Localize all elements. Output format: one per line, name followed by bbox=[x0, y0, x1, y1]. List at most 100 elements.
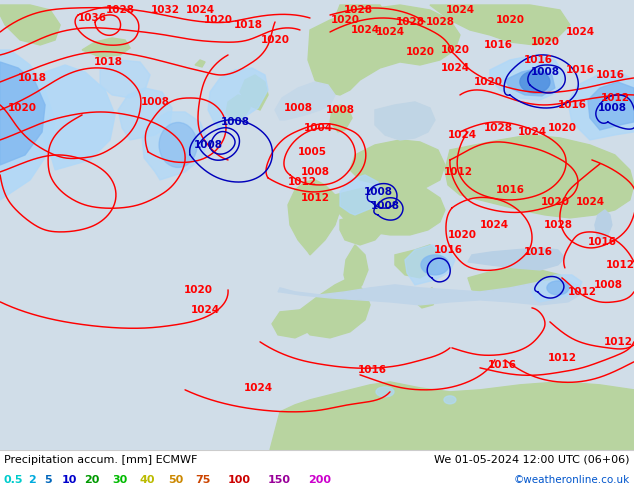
Text: 150: 150 bbox=[268, 475, 291, 485]
Polygon shape bbox=[344, 245, 368, 295]
Polygon shape bbox=[272, 310, 310, 338]
Text: 1020: 1020 bbox=[547, 123, 576, 133]
Text: 1012: 1012 bbox=[567, 287, 597, 297]
Polygon shape bbox=[0, 5, 60, 45]
Text: 1008: 1008 bbox=[301, 167, 330, 177]
Text: 1008: 1008 bbox=[221, 117, 250, 127]
Text: 1008: 1008 bbox=[141, 97, 169, 107]
Polygon shape bbox=[142, 112, 208, 180]
Text: 5: 5 bbox=[44, 475, 51, 485]
Text: 1028: 1028 bbox=[344, 5, 373, 15]
Text: 1032: 1032 bbox=[150, 5, 179, 15]
Text: 1020: 1020 bbox=[406, 47, 434, 57]
Text: 1020: 1020 bbox=[204, 15, 233, 25]
Polygon shape bbox=[468, 268, 568, 302]
Text: 1012: 1012 bbox=[605, 260, 634, 270]
Text: 100: 100 bbox=[228, 475, 251, 485]
Text: 40: 40 bbox=[140, 475, 155, 485]
Polygon shape bbox=[595, 210, 612, 240]
Text: 1020: 1020 bbox=[184, 285, 212, 295]
Polygon shape bbox=[445, 135, 634, 218]
Text: 1020: 1020 bbox=[330, 15, 359, 25]
Polygon shape bbox=[275, 82, 335, 120]
Text: 1024: 1024 bbox=[441, 63, 470, 73]
Text: 1028: 1028 bbox=[543, 220, 573, 230]
Text: 1024: 1024 bbox=[375, 27, 404, 37]
Text: 1008: 1008 bbox=[370, 201, 399, 211]
Polygon shape bbox=[35, 65, 115, 170]
Text: 50: 50 bbox=[168, 475, 183, 485]
Polygon shape bbox=[335, 182, 445, 235]
Text: 1016: 1016 bbox=[488, 360, 517, 370]
Polygon shape bbox=[298, 280, 370, 338]
Text: 1024: 1024 bbox=[243, 383, 273, 393]
Text: 1008: 1008 bbox=[283, 103, 313, 113]
Ellipse shape bbox=[376, 387, 394, 397]
Text: 1028: 1028 bbox=[425, 17, 455, 27]
Polygon shape bbox=[288, 180, 340, 255]
Text: 1012: 1012 bbox=[600, 93, 630, 103]
Text: 1008: 1008 bbox=[531, 67, 559, 77]
Text: 1020: 1020 bbox=[441, 45, 469, 55]
Polygon shape bbox=[208, 68, 268, 130]
Text: 1020: 1020 bbox=[261, 35, 290, 45]
Text: 1016: 1016 bbox=[434, 245, 462, 255]
Polygon shape bbox=[532, 275, 582, 302]
Text: We 01-05-2024 12:00 UTC (06+06): We 01-05-2024 12:00 UTC (06+06) bbox=[434, 455, 630, 465]
Text: 20: 20 bbox=[84, 475, 100, 485]
Polygon shape bbox=[430, 5, 570, 45]
Text: 1012: 1012 bbox=[287, 177, 316, 187]
Polygon shape bbox=[325, 5, 390, 72]
Text: 1012: 1012 bbox=[547, 353, 576, 363]
Text: 1016: 1016 bbox=[484, 40, 512, 50]
Polygon shape bbox=[415, 288, 438, 308]
Polygon shape bbox=[405, 245, 455, 285]
Text: 1028: 1028 bbox=[106, 5, 134, 15]
Polygon shape bbox=[588, 82, 634, 130]
Polygon shape bbox=[490, 55, 565, 100]
Text: 1020: 1020 bbox=[495, 15, 524, 25]
Text: 1028: 1028 bbox=[484, 123, 512, 133]
Ellipse shape bbox=[520, 71, 550, 93]
Ellipse shape bbox=[421, 255, 449, 275]
Polygon shape bbox=[195, 60, 205, 67]
Text: 200: 200 bbox=[308, 475, 331, 485]
Text: 1024: 1024 bbox=[351, 25, 380, 35]
Text: 1016: 1016 bbox=[524, 55, 552, 65]
Text: 1024: 1024 bbox=[575, 197, 604, 207]
Text: 1020: 1020 bbox=[531, 37, 559, 47]
Polygon shape bbox=[568, 72, 634, 140]
Polygon shape bbox=[0, 50, 55, 200]
Ellipse shape bbox=[159, 122, 197, 168]
Polygon shape bbox=[100, 60, 150, 98]
Text: 1036: 1036 bbox=[77, 13, 107, 23]
Polygon shape bbox=[505, 68, 555, 96]
Polygon shape bbox=[240, 75, 268, 110]
Text: 1024: 1024 bbox=[479, 220, 508, 230]
Text: 1012: 1012 bbox=[443, 167, 472, 177]
Polygon shape bbox=[278, 280, 580, 305]
Text: 1008: 1008 bbox=[193, 140, 223, 150]
Polygon shape bbox=[270, 382, 634, 450]
Text: 1020: 1020 bbox=[8, 103, 37, 113]
Text: 1018: 1018 bbox=[94, 57, 122, 67]
Ellipse shape bbox=[547, 281, 569, 295]
Text: 1020: 1020 bbox=[474, 77, 502, 87]
Text: 1016: 1016 bbox=[587, 237, 616, 247]
Text: 1016: 1016 bbox=[557, 100, 586, 110]
Text: 1016: 1016 bbox=[495, 185, 524, 195]
Text: 1020: 1020 bbox=[448, 230, 476, 240]
Text: 1024: 1024 bbox=[445, 5, 474, 15]
Polygon shape bbox=[350, 140, 445, 188]
Ellipse shape bbox=[444, 396, 456, 404]
Text: 75: 75 bbox=[195, 475, 210, 485]
Text: 1008: 1008 bbox=[363, 187, 392, 197]
Text: 1020: 1020 bbox=[540, 197, 569, 207]
Text: 1005: 1005 bbox=[297, 147, 327, 157]
Polygon shape bbox=[340, 215, 382, 245]
Polygon shape bbox=[330, 105, 352, 132]
Polygon shape bbox=[0, 62, 45, 165]
Text: 1024: 1024 bbox=[448, 130, 477, 140]
Text: 1016: 1016 bbox=[524, 247, 552, 257]
Text: 0.5: 0.5 bbox=[4, 475, 23, 485]
